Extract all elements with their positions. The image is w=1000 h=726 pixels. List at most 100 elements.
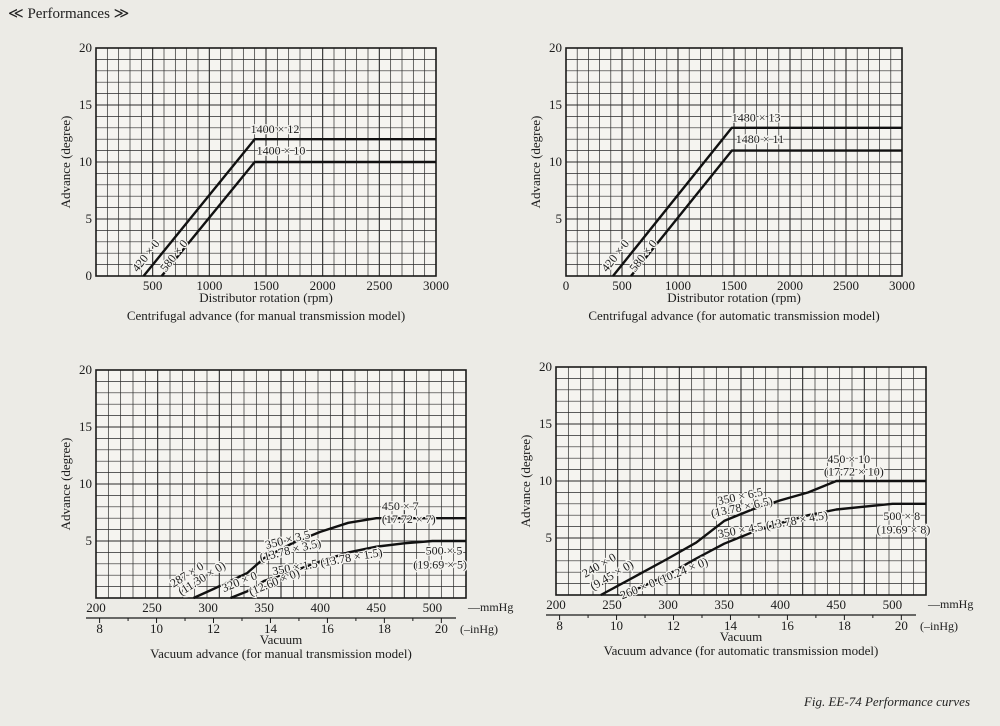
x2-tick-label: 8 (96, 621, 103, 636)
x-tick-label: 2500 (366, 278, 392, 293)
x-tick-label: 200 (546, 597, 566, 612)
x-unit-label: —mmHg (467, 600, 513, 614)
data-label: 1400 × 10 (257, 144, 306, 158)
series-line-1 (612, 126, 902, 277)
y-axis-label: Advance (degree) (518, 435, 533, 528)
data-label: 450 × 10 (827, 452, 870, 466)
y-tick-label: 5 (86, 211, 93, 226)
plot-frame (565, 47, 903, 277)
y-tick-label: 0 (86, 268, 93, 283)
y-tick-label: 10 (549, 154, 562, 169)
chart-caption: Centrifugal advance (for manual transmis… (127, 308, 405, 323)
data-label: (17.72 × 10) (824, 464, 884, 478)
y-tick-label: 20 (79, 362, 92, 377)
y-tick-label: 15 (79, 97, 92, 112)
x-tick-label: 2000 (310, 278, 336, 293)
x2-tick-label: 12 (207, 621, 220, 636)
y-tick-label: 20 (549, 40, 562, 55)
x2-tick-label: 14 (724, 618, 738, 633)
x-tick-label: 400 (310, 600, 330, 615)
x-tick-label: 200 (86, 600, 106, 615)
x2-tick-label: 18 (378, 621, 391, 636)
y-tick-label: 5 (556, 211, 563, 226)
x-tick-label: 3000 (889, 278, 915, 293)
chart-caption: Vacuum advance (for automatic transmissi… (604, 643, 879, 658)
y-tick-label: 10 (79, 154, 92, 169)
y-tick-label: 20 (79, 40, 92, 55)
data-label: 500 × 8 (883, 509, 920, 523)
x2-tick-label: 10 (610, 618, 623, 633)
x-tick-label: 250 (142, 600, 162, 615)
data-label: 500 × 5 (426, 544, 463, 558)
x-tick-label: 250 (602, 597, 622, 612)
data-label: 450 × 7 (382, 499, 419, 513)
plot-frame (95, 369, 467, 599)
x-tick-label: 0 (563, 278, 570, 293)
x-tick-label: 500 (423, 600, 443, 615)
data-label: (19.69 × 5) (413, 557, 467, 571)
figure-caption: Fig. EE-74 Performance curves (803, 694, 970, 709)
x-tick-label: 500 (612, 278, 632, 293)
x-tick-label: 300 (658, 597, 678, 612)
x2-tick-label: 8 (556, 618, 563, 633)
x2-tick-label: 18 (838, 618, 851, 633)
series-line-2 (622, 502, 926, 597)
series-line-2 (230, 539, 466, 600)
x-tick-label: 300 (198, 600, 218, 615)
y-tick-label: 10 (539, 473, 552, 488)
y-tick-label: 5 (86, 533, 93, 548)
data-label: 1480 × 13 (732, 111, 781, 125)
x2-tick-label: 12 (667, 618, 680, 633)
series-line-1 (193, 517, 466, 600)
x-tick-label: 350 (254, 600, 274, 615)
section-title: ≪ Performances ≫ (8, 6, 130, 22)
y-tick-label: 20 (539, 359, 552, 374)
x-tick-label: 1000 (196, 278, 222, 293)
data-label: (19.69 × 8) (877, 522, 931, 536)
y-tick-label: 10 (79, 476, 92, 491)
x-tick-label: 2500 (833, 278, 859, 293)
x2-tick-label: 20 (435, 621, 448, 636)
x2-tick-label: 16 (321, 621, 335, 636)
x-axis-label: Distributor rotation (rpm) (199, 290, 333, 305)
x-axis-label: Vacuum (260, 632, 303, 647)
x2-tick-label: 20 (895, 618, 908, 633)
x2-tick-label: 10 (150, 621, 163, 636)
x-tick-label: 350 (714, 597, 734, 612)
x2-unit-label: (–inHg) (460, 622, 498, 636)
x-tick-label: 500 (143, 278, 163, 293)
chart-cent-auto: 0 500 1000 1500 2000 2500 3000 Distributor rota… (528, 40, 915, 323)
x-axis-label: Distributor rotation (rpm) (667, 290, 801, 305)
data-label: (17.72 × 7) (382, 512, 436, 526)
x-tick-label: 3000 (423, 278, 449, 293)
series-line-2 (630, 149, 902, 277)
y-axis-label: Advance (degree) (528, 116, 543, 209)
x2-tick-label: 14 (264, 621, 278, 636)
x-tick-label: 400 (770, 597, 790, 612)
y-axis-label: Advance (degree) (58, 438, 73, 531)
chart-caption: Vacuum advance (for manual transmission … (150, 646, 412, 661)
x-axis-label: Vacuum (720, 629, 763, 644)
y-tick-label: 5 (546, 530, 553, 545)
y-tick-label: 15 (549, 97, 562, 112)
x-tick-label: 450 (367, 600, 387, 615)
y-tick-label: 15 (539, 416, 552, 431)
series-line-1 (142, 138, 436, 277)
chart-vac-auto: 200 250 300 350 400 450 500 —mmHg 8 10 12 14 16 18 20 (… (518, 359, 973, 658)
y-tick-label: 15 (79, 419, 92, 434)
y-axis-label: Advance (degree) (58, 116, 73, 209)
x-tick-label: 2000 (777, 278, 803, 293)
x2-unit-label: (–inHg) (920, 619, 958, 633)
chart-vac-manual: 200 250 300 350 400 450 500 —mmHg 8 10 12 14 16 18 20 (… (58, 362, 513, 661)
chart-caption: Centrifugal advance (for automatic trans… (588, 308, 879, 323)
x-tick-label: 1500 (721, 278, 747, 293)
x-tick-label: 1000 (665, 278, 691, 293)
chart-cent-manual: 500 1000 1500 2000 2500 3000 Distributor rotat… (58, 40, 449, 323)
x-tick-label: 450 (827, 597, 847, 612)
x-tick-label: 1500 (253, 278, 279, 293)
x-unit-label: —mmHg (927, 597, 973, 611)
series-line-1 (600, 479, 926, 597)
x2-tick-label: 16 (781, 618, 795, 633)
